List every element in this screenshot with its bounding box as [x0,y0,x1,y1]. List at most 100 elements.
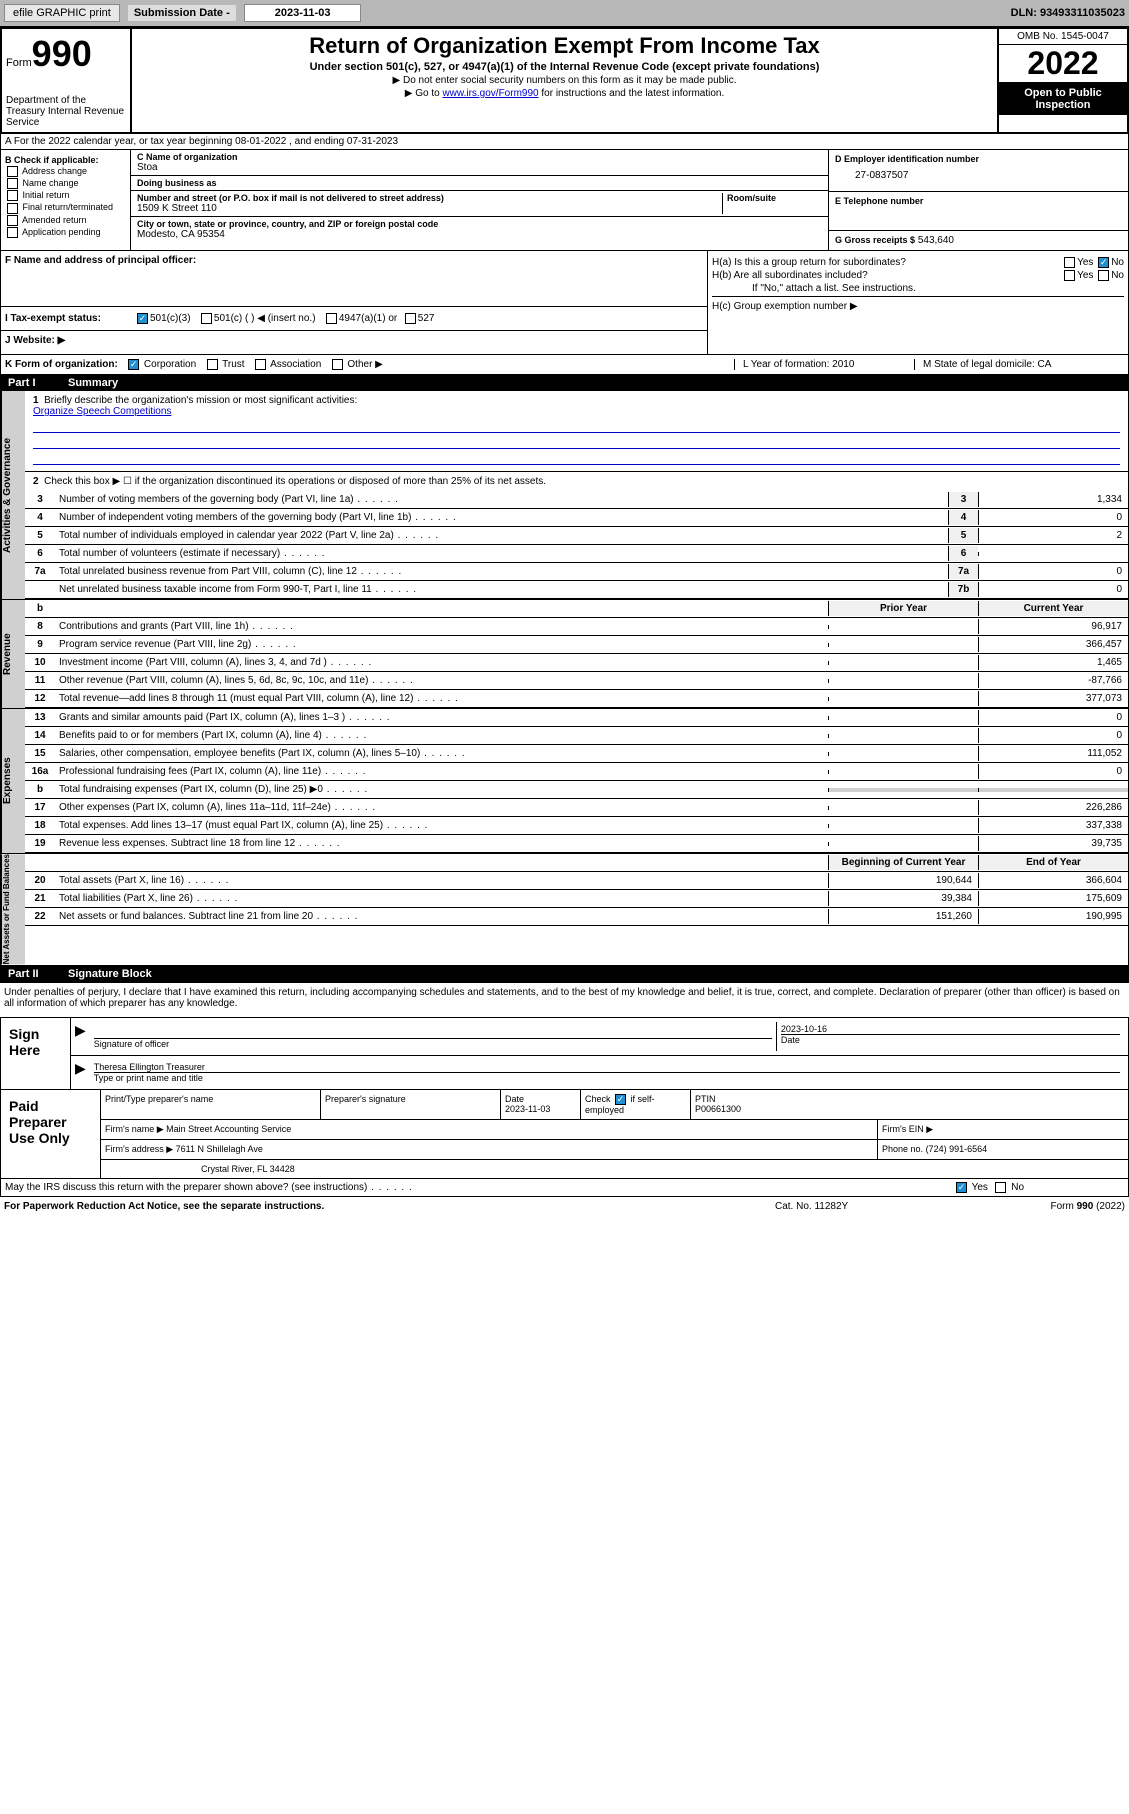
dln: DLN: 93493311035023 [1011,7,1125,19]
part2-header: Part IISignature Block [0,966,1129,982]
footer-right: Form 990 (2022) [975,1201,1125,1212]
table-row: 21Total liabilities (Part X, line 26)39,… [25,890,1128,908]
check-name: Name change [5,178,126,189]
table-row: 11Other revenue (Part VIII, column (A), … [25,672,1128,690]
city: Modesto, CA 95354 [137,229,822,240]
check-pending: Application pending [5,227,126,238]
sig-declaration: Under penalties of perjury, I declare th… [0,982,1129,1013]
check-501c3 [137,313,148,324]
firm-name: Main Street Accounting Service [166,1124,291,1134]
arrow-icon: ▶ [75,1022,86,1051]
firm-phone: (724) 991-6564 [926,1144,988,1154]
open-inspection: Open to Public Inspection [999,83,1127,115]
top-bar: efile GRAPHIC print Submission Date - 20… [0,0,1129,27]
ein-row: D Employer identification number 27-0837… [829,150,1128,192]
submission-date: 2023-11-03 [244,4,362,22]
row-i: I Tax-exempt status: 501(c)(3) 501(c) ( … [1,306,707,330]
table-row: 22Net assets or fund balances. Subtract … [25,908,1128,926]
footer: For Paperwork Reduction Act Notice, see … [0,1197,1129,1216]
ein: 27-0837507 [835,164,1122,187]
form-header-left: Form990 Department of the Treasury Inter… [2,29,132,132]
table-row: 13Grants and similar amounts paid (Part … [25,709,1128,727]
form-number: 990 [32,33,92,74]
irs-link[interactable]: www.irs.gov/Form990 [442,88,538,99]
table-row: 3Number of voting members of the governi… [25,491,1128,509]
form-word: Form [6,57,32,69]
table-row: 20Total assets (Part X, line 16)190,6443… [25,872,1128,890]
footer-mid: Cat. No. 11282Y [775,1201,975,1212]
dba-row: Doing business as [131,176,828,191]
gross-row: G Gross receipts $ 543,640 [829,231,1128,250]
table-row: 18Total expenses. Add lines 13–17 (must … [25,817,1128,835]
form-note1: ▶ Do not enter social security numbers o… [136,75,993,86]
check-ha-no [1098,257,1109,268]
net-assets-section: Net Assets or Fund Balances Beginning of… [0,854,1129,965]
tax-year: 2022 [999,45,1127,83]
part1-header: Part ISummary [0,375,1129,391]
vert-revenue: Revenue [1,600,25,708]
dept-label: Department of the Treasury Internal Reve… [6,95,126,128]
discuss-row: May the IRS discuss this return with the… [0,1179,1129,1197]
col-c: C Name of organization Stoa Doing busine… [131,150,828,250]
col-b: B Check if applicable: Address change Na… [1,150,131,250]
vert-activities: Activities & Governance [1,391,25,599]
sign-here-label: Sign Here [1,1018,71,1089]
table-row: bTotal fundraising expenses (Part IX, co… [25,781,1128,799]
address-row: Number and street (or P.O. box if mail i… [131,191,828,217]
org-name-row: C Name of organization Stoa [131,150,828,176]
efile-print-button[interactable]: efile GRAPHIC print [4,4,120,22]
vert-expenses: Expenses [1,709,25,853]
table-row: 17Other expenses (Part IX, column (A), l… [25,799,1128,817]
table-row: 5Total number of individuals employed in… [25,527,1128,545]
table-row: 14Benefits paid to or for members (Part … [25,727,1128,745]
table-row: 4Number of independent voting members of… [25,509,1128,527]
mission-link[interactable]: Organize Speech Competitions [33,406,171,417]
sig-officer-label: Signature of officer [94,1038,772,1049]
table-row: 10Investment income (Part VIII, column (… [25,654,1128,672]
firm-address: 7611 N Shillelagh Ave [176,1144,263,1154]
prior-current-header: b Prior YearCurrent Year [25,600,1128,618]
firm-city: Crystal River, FL 34428 [101,1160,1128,1178]
table-row: 19Revenue less expenses. Subtract line 1… [25,835,1128,853]
ptin: P00661300 [695,1104,741,1114]
form-header: Form990 Department of the Treasury Inter… [0,27,1129,134]
sign-block: Sign Here ▶ Signature of officer 2023-10… [0,1017,1129,1090]
prep-date: 2023-11-03 [505,1104,576,1114]
form-title: Return of Organization Exempt From Incom… [136,33,993,59]
form-header-center: Return of Organization Exempt From Incom… [132,29,997,132]
col-b-header: B Check if applicable: [5,155,126,165]
revenue-section: Revenue b Prior YearCurrent Year 8Contri… [0,600,1129,709]
form-header-right: OMB No. 1545-0047 2022 Open to Public In… [997,29,1127,132]
table-row: 15Salaries, other compensation, employee… [25,745,1128,763]
row-k: K Form of organization: Corporation Trus… [0,355,1129,375]
omb-number: OMB No. 1545-0047 [999,29,1127,45]
phone-row: E Telephone number [829,192,1128,231]
org-name: Stoa [137,162,822,173]
check-address: Address change [5,166,126,177]
table-row: 7aTotal unrelated business revenue from … [25,563,1128,581]
city-row: City or town, state or province, country… [131,217,828,242]
col-h: H(a) Is this a group return for subordin… [708,251,1128,354]
check-amended: Amended return [5,215,126,226]
table-row: 8Contributions and grants (Part VIII, li… [25,618,1128,636]
year-formation: L Year of formation: 2010 [734,359,914,370]
table-row: 16aProfessional fundraising fees (Part I… [25,763,1128,781]
section-a: A For the 2022 calendar year, or tax yea… [0,134,1129,150]
expenses-section: Expenses 13Grants and similar amounts pa… [0,709,1129,854]
table-row: Net unrelated business taxable income fr… [25,581,1128,599]
begin-end-header: Beginning of Current YearEnd of Year [25,854,1128,872]
table-row: 9Program service revenue (Part VIII, lin… [25,636,1128,654]
form-subtitle: Under section 501(c), 527, or 4947(a)(1)… [136,61,993,73]
info-grid: B Check if applicable: Address change Na… [0,150,1129,251]
check-initial: Initial return [5,190,126,201]
check-self-employed [615,1094,626,1105]
row-fgh: F Name and address of principal officer:… [0,251,1129,355]
table-row: 12Total revenue—add lines 8 through 11 (… [25,690,1128,708]
check-corp [128,359,139,370]
state-domicile: M State of legal domicile: CA [914,359,1124,370]
gross-receipts: 543,640 [918,235,954,246]
col-f: F Name and address of principal officer:… [1,251,708,354]
submission-label: Submission Date - [128,5,236,21]
preparer-label: Paid Preparer Use Only [1,1090,101,1178]
table-row: 6Total number of volunteers (estimate if… [25,545,1128,563]
